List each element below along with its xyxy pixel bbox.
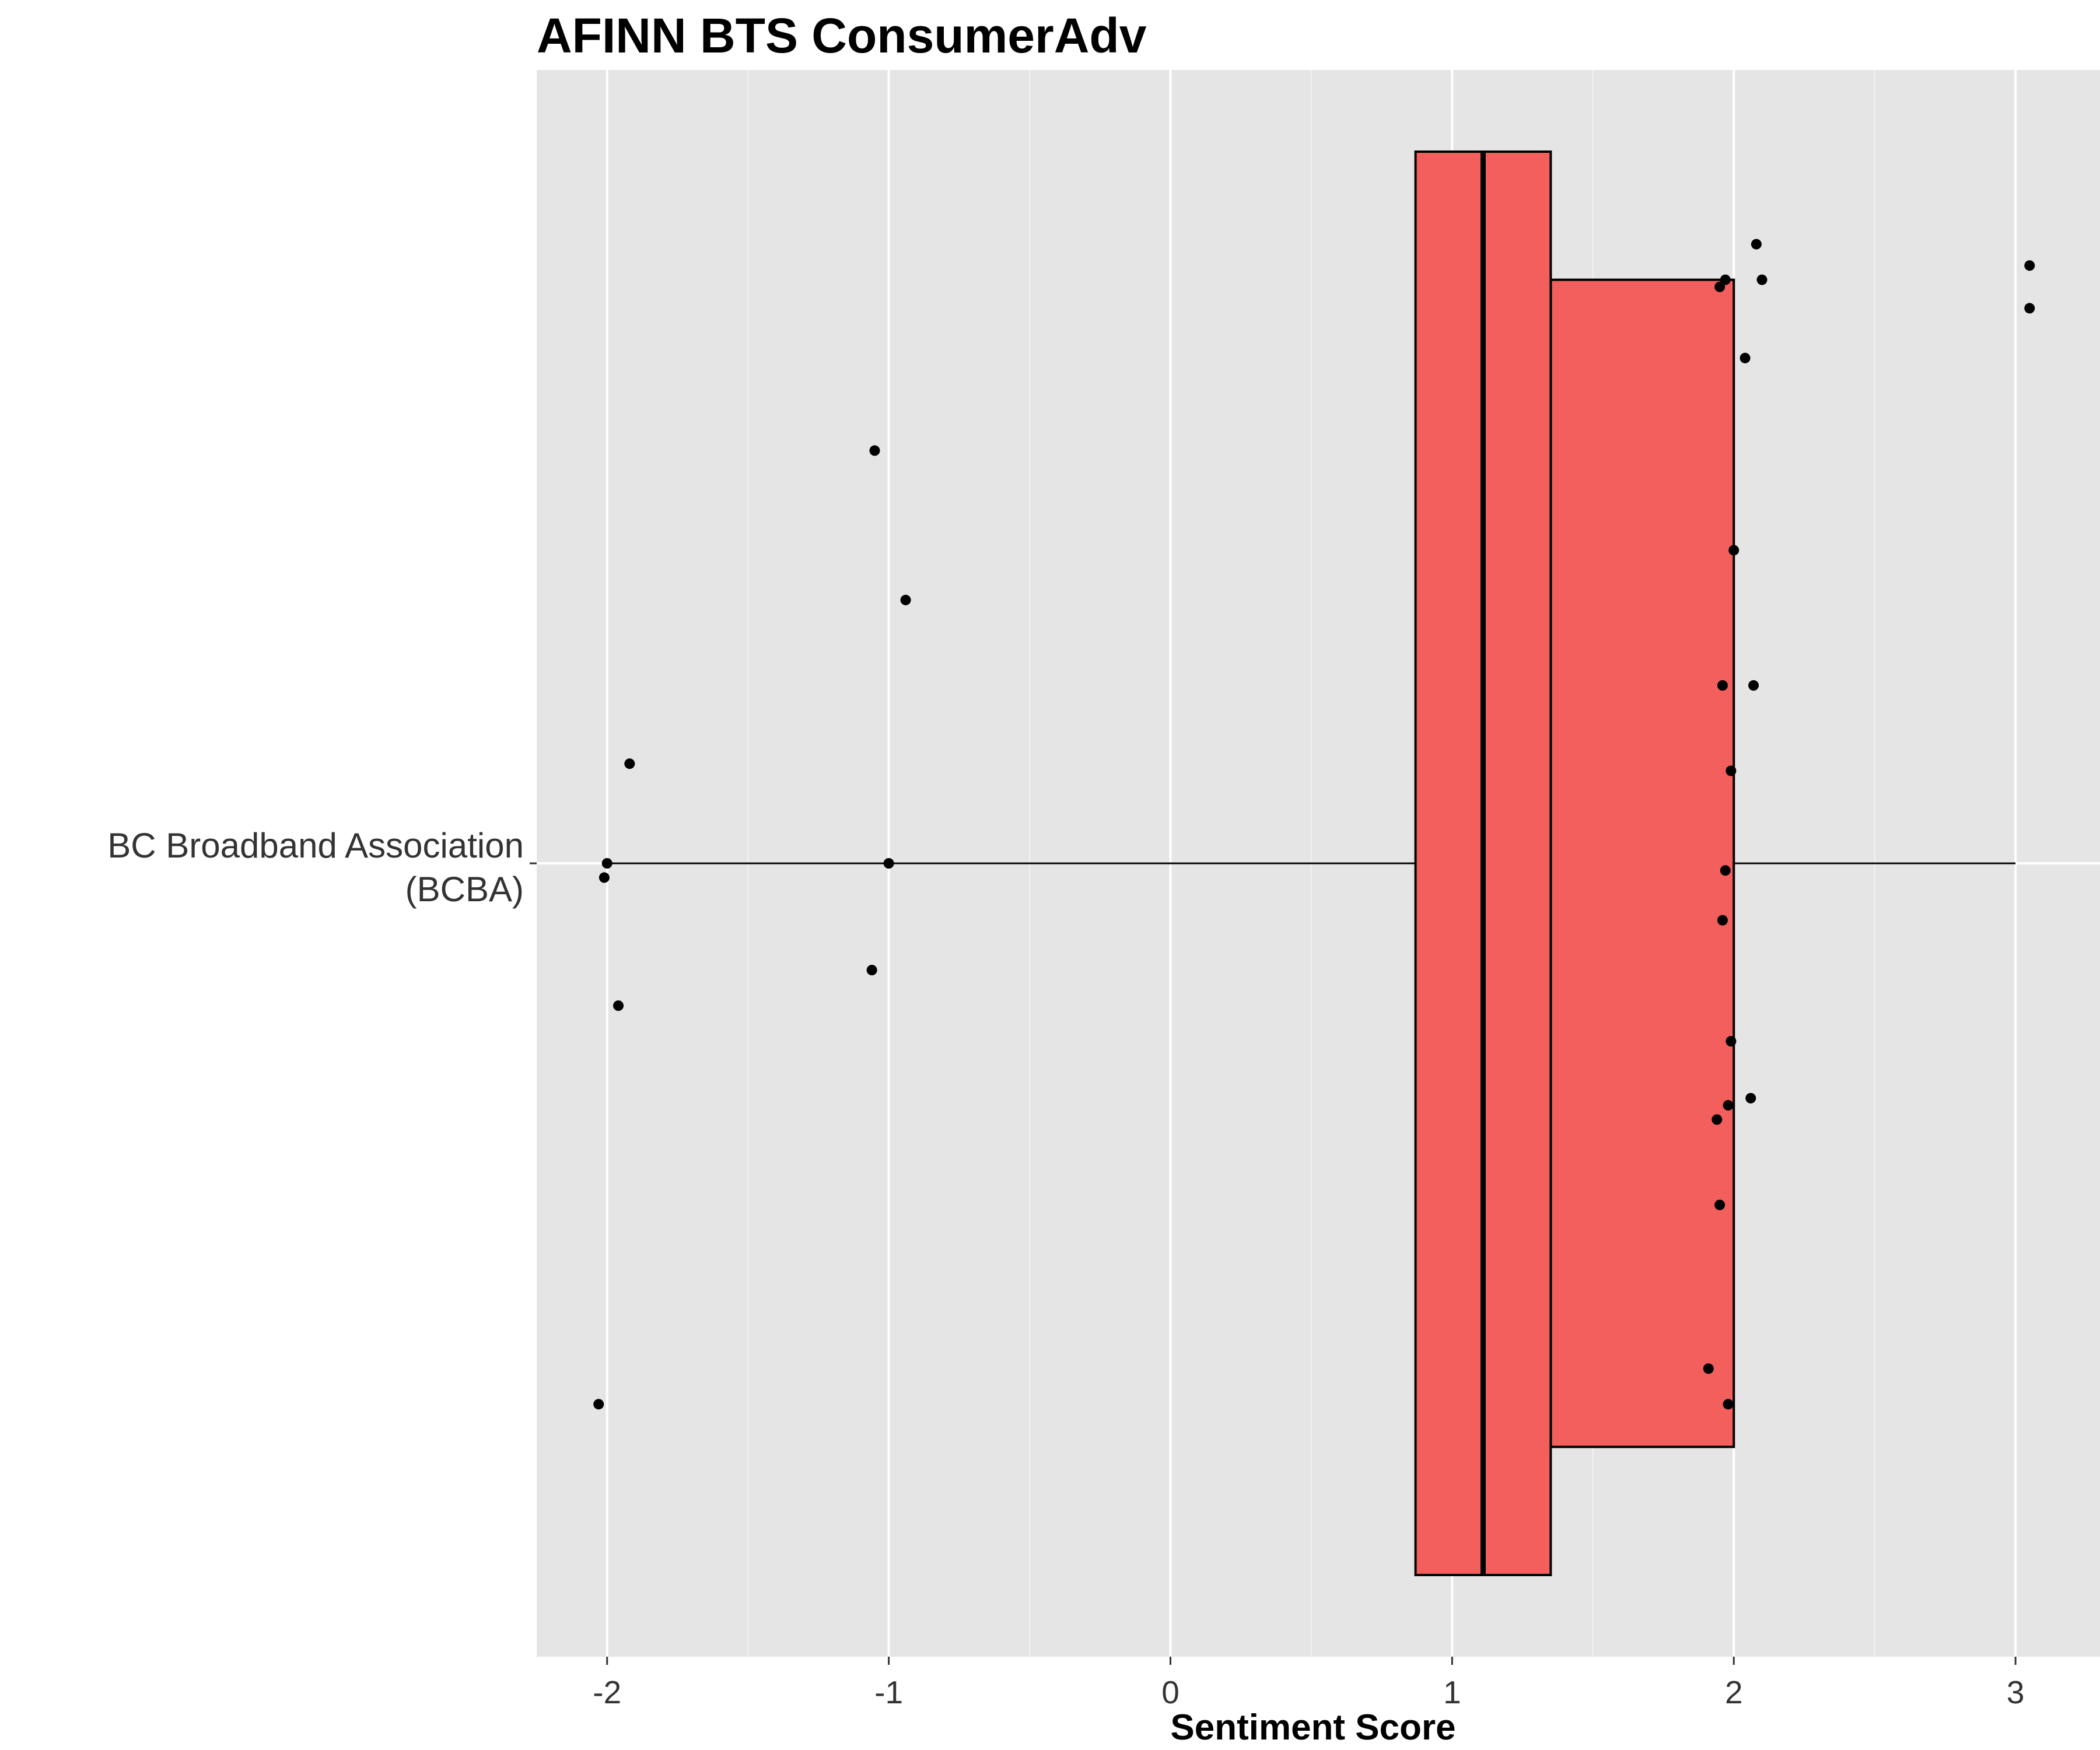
data-point — [866, 965, 877, 975]
box-group — [607, 150, 2016, 1576]
data-point — [1751, 239, 1762, 250]
category-label-line1: BC Broadband Association — [107, 826, 524, 865]
jitter-points — [593, 239, 2035, 1410]
y-axis: BC Broadband Association (BCBA) — [107, 826, 537, 909]
x-tick-label: 1 — [1443, 1674, 1461, 1710]
data-point — [1726, 1036, 1737, 1046]
data-point — [601, 858, 612, 869]
x-tick-label: 2 — [1725, 1674, 1743, 1710]
data-point — [1726, 765, 1737, 776]
data-point — [1728, 545, 1740, 556]
x-tick-label: -1 — [874, 1674, 903, 1710]
x-axis-label: Sentiment Score — [1170, 1707, 1455, 1748]
data-point — [1748, 680, 1759, 691]
data-point — [869, 445, 880, 456]
data-point — [1745, 1093, 1756, 1104]
x-axis: -2 -1 0 1 2 3 — [593, 1657, 2024, 1710]
data-point — [593, 1399, 604, 1410]
data-point — [1714, 1199, 1726, 1210]
x-tick-label: -2 — [593, 1674, 621, 1710]
data-point — [1703, 1363, 1714, 1374]
data-point — [613, 1000, 624, 1011]
data-point — [1723, 1399, 1734, 1410]
data-point — [1723, 1100, 1734, 1111]
x-tick-label: 3 — [2007, 1674, 2025, 1710]
data-point — [1717, 915, 1728, 926]
box-upper-body — [1549, 278, 1735, 1448]
data-point — [1717, 680, 1728, 691]
data-point — [1714, 281, 1726, 292]
category-label-line2: (BCBA) — [405, 870, 524, 909]
data-point — [624, 758, 635, 769]
data-point — [1756, 274, 1768, 285]
data-point — [883, 858, 894, 869]
data-point — [1740, 352, 1751, 363]
data-point — [1720, 274, 1731, 285]
data-point — [1720, 865, 1731, 876]
data-point — [2024, 260, 2035, 271]
data-point — [900, 594, 911, 606]
data-point — [598, 872, 610, 883]
data-point — [1712, 1114, 1723, 1125]
data-point — [2024, 303, 2035, 314]
x-tick-label: 0 — [1161, 1674, 1180, 1710]
chart-title: AFINN BTS ConsumerAdv — [537, 8, 1147, 63]
